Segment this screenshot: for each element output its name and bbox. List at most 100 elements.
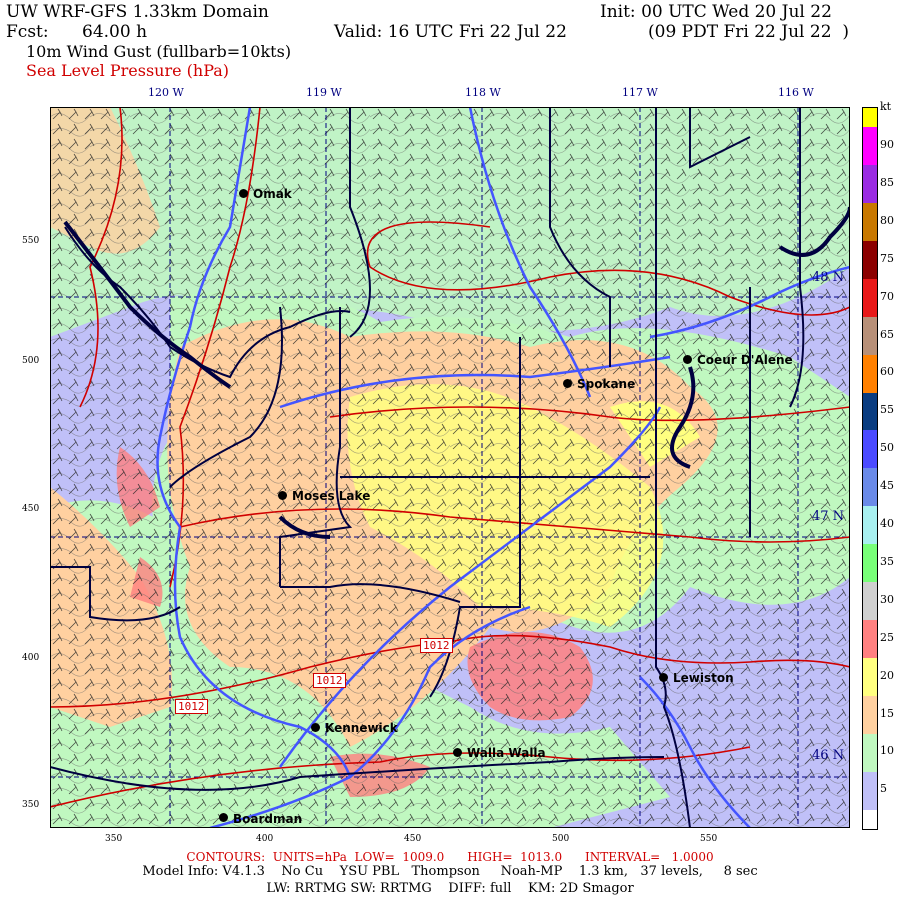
lon-label: 118 W bbox=[465, 86, 501, 99]
colorbar-label: 70 bbox=[880, 289, 894, 303]
colorbar-cell bbox=[863, 563, 877, 583]
colorbar-cell bbox=[863, 183, 877, 203]
city-label-lewiston: Lewiston bbox=[673, 671, 734, 685]
pressure-contour-label: 1012 bbox=[420, 638, 453, 653]
colorbar-cell bbox=[863, 430, 877, 450]
city-label-spokane: Spokane bbox=[577, 377, 636, 391]
model-info: Model Info: V4.1.3 No Cu YSU PBL Thompso… bbox=[142, 864, 758, 879]
colorbar-cell bbox=[863, 126, 877, 146]
colorbar-cell bbox=[863, 487, 877, 507]
colorbar-cell bbox=[863, 373, 877, 393]
x-axis-label: 500 bbox=[552, 834, 570, 844]
colorbar-cell bbox=[863, 696, 877, 715]
colorbar-cell bbox=[863, 506, 877, 526]
colorbar-cell bbox=[863, 316, 877, 336]
weather-map bbox=[50, 107, 850, 828]
valid-local-time: (09 PDT Fri 22 Jul 22 ) bbox=[648, 22, 849, 42]
colorbar-label: 40 bbox=[880, 517, 894, 530]
colorbar-cell bbox=[863, 677, 877, 697]
map-frame bbox=[50, 107, 850, 828]
colorbar-cell bbox=[863, 752, 877, 772]
colorbar-label: 20 bbox=[880, 668, 894, 682]
pressure-contour-label: 1012 bbox=[175, 699, 208, 714]
city-label-coeur-dalene: Coeur D'Alene bbox=[697, 353, 793, 367]
forecast-hour: 64.00 h bbox=[82, 22, 148, 42]
colorbar-cell bbox=[863, 221, 877, 241]
city-label-boardman: Boardman bbox=[233, 812, 303, 826]
colorbar-label: 65 bbox=[880, 327, 894, 341]
x-axis-label: 350 bbox=[105, 834, 123, 844]
colorbar-cell bbox=[863, 297, 877, 317]
colorbar-cell bbox=[863, 601, 877, 621]
y-axis-label: 350 bbox=[22, 800, 40, 810]
colorbar-cell bbox=[863, 449, 877, 469]
colorbar-cell bbox=[863, 790, 877, 810]
graticule bbox=[50, 107, 850, 828]
colorbar-cell bbox=[863, 240, 877, 260]
lon-label: 117 W bbox=[622, 86, 658, 99]
colorbar-cell bbox=[863, 809, 877, 829]
init-time: Init: 00 UTC Wed 20 Jul 22 bbox=[600, 2, 832, 22]
colorbar-label: 45 bbox=[880, 479, 894, 493]
colorbar-label: 30 bbox=[880, 592, 894, 606]
colorbar-cell bbox=[863, 392, 877, 412]
colorbar-cell bbox=[863, 582, 877, 602]
colorbar-cell bbox=[863, 468, 877, 488]
colorbar-cell bbox=[863, 202, 877, 222]
colorbar-cell bbox=[863, 145, 877, 165]
colorbar-label: 55 bbox=[880, 403, 894, 417]
city-label-walla-walla: Walla Walla bbox=[467, 746, 546, 760]
field-wind-gust: 10m Wind Gust (fullbarb=10kts) bbox=[26, 42, 292, 61]
colorbar-label: 85 bbox=[880, 175, 894, 189]
colorbar-cell bbox=[863, 108, 877, 127]
city-marker bbox=[659, 673, 668, 682]
colorbar-label: 80 bbox=[880, 213, 894, 227]
lat-label: 48 N bbox=[812, 270, 845, 285]
map-title: UW WRF-GFS 1.33km Domain bbox=[6, 2, 269, 22]
city-label-omak: Omak bbox=[253, 187, 292, 201]
colorbar-label: 90 bbox=[880, 138, 894, 151]
columbia-river-banks bbox=[63, 206, 850, 539]
colorbar-unit: kt bbox=[880, 100, 892, 113]
colorbar-label: 35 bbox=[880, 554, 894, 568]
city-marker bbox=[683, 355, 692, 364]
field-slp: Sea Level Pressure (hPa) bbox=[26, 61, 230, 80]
city-marker bbox=[278, 491, 287, 500]
colorbar-cell bbox=[863, 733, 877, 753]
y-axis-label: 450 bbox=[22, 504, 40, 514]
colorbar-cell bbox=[863, 658, 877, 678]
x-axis-label: 550 bbox=[700, 834, 718, 844]
colorbar-cell bbox=[863, 771, 877, 791]
colorbar-cell bbox=[863, 354, 877, 374]
y-axis-label: 550 bbox=[22, 236, 40, 246]
city-label-moses-lake: Moses Lake bbox=[292, 489, 371, 503]
forecast-label: Fcst: bbox=[6, 22, 49, 42]
colorbar-label: 60 bbox=[880, 365, 894, 379]
lon-label: 120 W bbox=[148, 86, 184, 99]
colorbar-cell bbox=[863, 335, 877, 355]
city-marker bbox=[239, 189, 248, 198]
colorbar bbox=[862, 107, 878, 830]
lat-label: 47 N bbox=[812, 509, 845, 524]
colorbar-cell bbox=[863, 278, 877, 298]
physics-info: LW: RRTMG SW: RRTMG DIFF: full KM: 2D Sm… bbox=[266, 881, 634, 896]
lon-label: 119 W bbox=[306, 86, 342, 99]
colorbar-cell bbox=[863, 259, 877, 279]
colorbar-cell bbox=[863, 715, 877, 734]
lon-label: 116 W bbox=[778, 86, 814, 99]
lat-label: 46 N bbox=[812, 748, 845, 763]
colorbar-label: 5 bbox=[880, 782, 887, 796]
colorbar-cell bbox=[863, 620, 877, 640]
colorbar-cell bbox=[863, 525, 877, 545]
city-marker bbox=[311, 723, 320, 732]
city-label-kennewick: Kennewick bbox=[325, 721, 398, 735]
colorbar-label: 15 bbox=[880, 706, 894, 720]
x-axis-label: 400 bbox=[256, 834, 274, 844]
city-marker bbox=[453, 748, 462, 757]
colorbar-cell bbox=[863, 411, 877, 431]
pressure-contour-label: 1012 bbox=[313, 673, 346, 688]
colorbar-cell bbox=[863, 544, 877, 564]
x-axis-label: 450 bbox=[404, 834, 422, 844]
colorbar-cell bbox=[863, 639, 877, 659]
colorbar-label: 75 bbox=[880, 251, 894, 265]
